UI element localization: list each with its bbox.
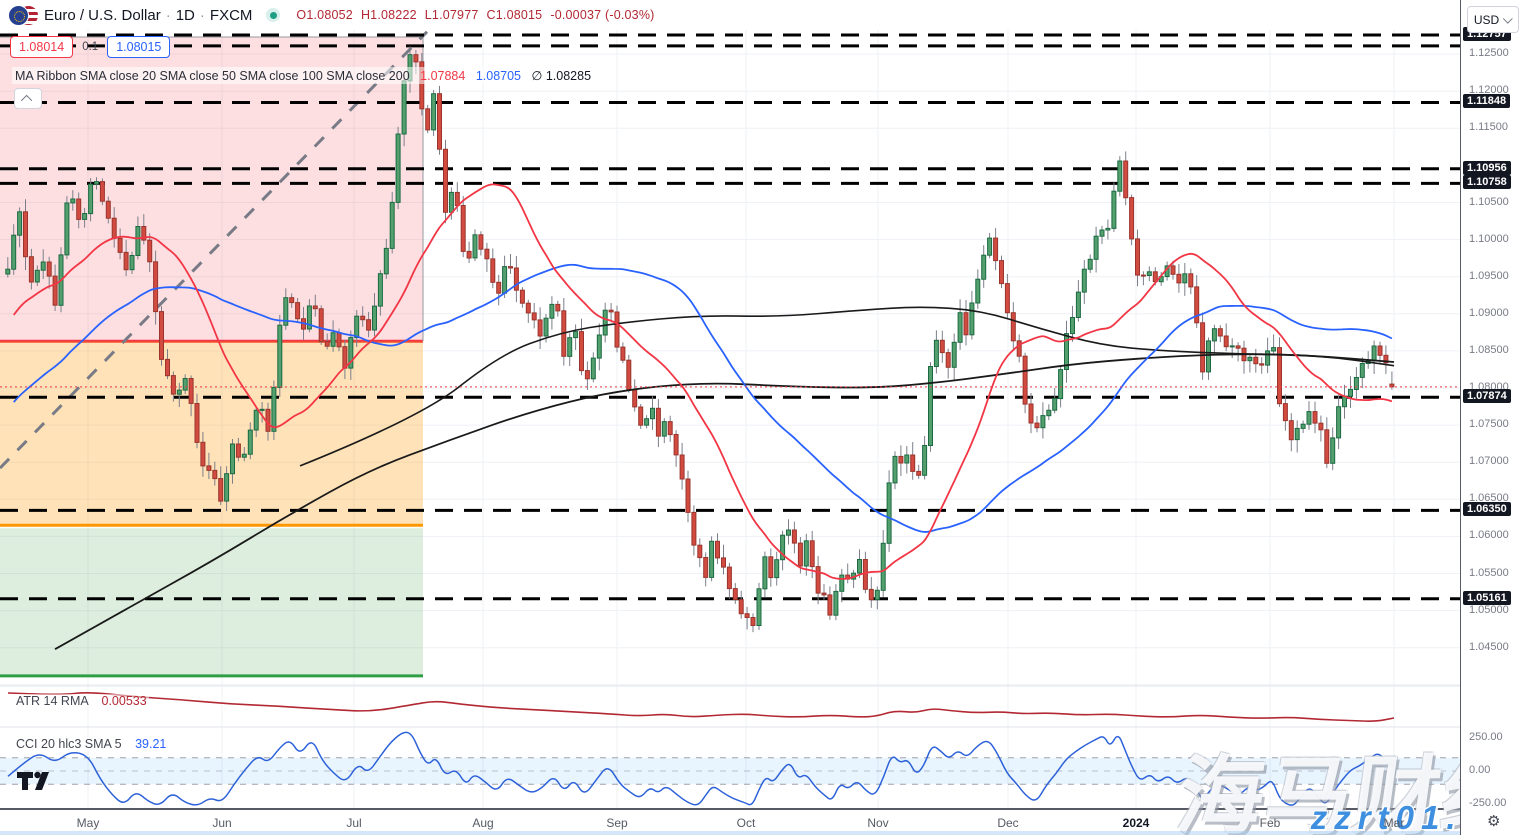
supply-zone xyxy=(0,37,423,342)
watermark-strip xyxy=(0,831,1525,835)
change-value: -0.00037 (-0.03%) xyxy=(550,8,655,22)
ma-ribbon-label: MA Ribbon SMA close 20 SMA close 50 SMA … xyxy=(15,69,410,83)
cci-tick: -250.00 xyxy=(1469,797,1507,809)
sma200-line xyxy=(54,353,1395,650)
price-chart-canvas[interactable] xyxy=(0,0,1460,835)
chevron-up-icon xyxy=(20,94,33,106)
sma20-line xyxy=(12,183,1393,580)
price-tick: 1.09500 xyxy=(1469,269,1509,282)
time-axis-label-Sep[interactable]: Sep xyxy=(606,816,628,830)
time-axis-label-Feb[interactable]: Feb xyxy=(1259,816,1281,830)
spread-value: 0.1 xyxy=(82,41,99,53)
sma50-value: 1.08705 xyxy=(475,69,521,83)
eurusd-pair-icon xyxy=(8,4,39,26)
cci-label: CCI 20 hlc3 SMA 5 xyxy=(16,737,122,751)
price-level-label: 1.05161 xyxy=(1463,590,1511,605)
atr-label: ATR 14 RMA xyxy=(16,694,89,708)
price-tick: 1.12000 xyxy=(1469,84,1509,97)
currency-dropdown[interactable]: USD xyxy=(1467,6,1519,33)
ohlc-readout: O1.08052 H1.08222 L1.07977 C1.08015 -0.00037… xyxy=(296,8,655,22)
symbol-name: Euro / U.S. Dollar xyxy=(44,6,161,24)
time-axis-label-Nov[interactable]: Nov xyxy=(867,816,889,830)
price-tick: 1.05500 xyxy=(1469,566,1509,579)
price-level-label: 1.10956 xyxy=(1463,160,1511,175)
tradingview-logo[interactable] xyxy=(16,770,50,792)
sma-average-value: ∅ 1.08285 xyxy=(531,69,592,83)
collapse-legend-button[interactable] xyxy=(14,88,42,109)
mid-zone xyxy=(0,341,423,526)
ma-ribbon-legend[interactable]: MA Ribbon SMA close 20 SMA close 50 SMA … xyxy=(12,67,595,84)
atr-line xyxy=(7,692,1395,722)
time-axis-label-Jul[interactable]: Jul xyxy=(346,816,362,830)
quote-row: 1.08014 0.1 1.08015 xyxy=(10,36,171,58)
time-axis-label-Aug[interactable]: Aug xyxy=(472,816,494,830)
price-tick: 1.05000 xyxy=(1469,603,1509,616)
price-level-label: 1.11848 xyxy=(1463,94,1511,109)
eu-flag-icon xyxy=(8,5,29,26)
sell-price-button[interactable]: 1.08014 xyxy=(10,36,74,58)
buy-price-button[interactable]: 1.08015 xyxy=(107,36,171,58)
symbol-title[interactable]: Euro / U.S. Dollar · 1D · FXCM xyxy=(44,7,252,24)
cci-tick: 250.00 xyxy=(1469,731,1503,743)
demand-zone xyxy=(0,528,423,676)
trendline xyxy=(0,30,429,470)
cci-line xyxy=(7,731,1395,806)
time-axis-label-Jun[interactable]: Jun xyxy=(212,816,232,830)
price-tick: 1.09000 xyxy=(1469,306,1509,319)
atr-value: 0.00533 xyxy=(101,694,147,708)
cci-legend[interactable]: CCI 20 hlc3 SMA 5 39.21 xyxy=(14,737,169,751)
price-tick: 1.12500 xyxy=(1469,47,1509,60)
sma100-line xyxy=(299,306,1395,467)
time-axis-label-2024[interactable]: 2024 xyxy=(1122,816,1150,830)
sma20-value: 1.07884 xyxy=(420,69,466,83)
timeframe-label: 1D xyxy=(175,6,195,24)
separator-dot: · xyxy=(165,6,171,24)
price-tick: 1.06000 xyxy=(1469,529,1509,542)
price-tick: 1.10500 xyxy=(1469,195,1509,208)
time-axis-label-Mar[interactable]: Mar xyxy=(1383,816,1405,830)
price-tick: 1.08500 xyxy=(1469,343,1509,356)
price-level-label: 1.07874 xyxy=(1463,389,1511,404)
price-tick: 1.06500 xyxy=(1469,492,1509,505)
market-status-icon xyxy=(266,8,281,22)
price-level-label: 1.06350 xyxy=(1463,502,1511,517)
symbol-header: Euro / U.S. Dollar · 1D · FXCM O1.08052 H1.08… xyxy=(0,0,1458,30)
price-tick: 1.11500 xyxy=(1469,121,1508,134)
price-tick: 1.10000 xyxy=(1469,232,1509,245)
cci-value: 39.21 xyxy=(135,737,167,751)
separator-dot: · xyxy=(199,6,205,24)
price-tick: 1.07000 xyxy=(1469,455,1509,468)
atr-legend[interactable]: ATR 14 RMA 0.00533 xyxy=(14,694,149,708)
price-axis[interactable]: USD 1.12500 1.12000 1.11500 1.10500 1.10000 1… xyxy=(1460,0,1525,835)
gear-icon[interactable]: ⚙ xyxy=(1487,813,1501,830)
chevron-down-icon xyxy=(1503,13,1513,24)
time-axis-label-Oct[interactable]: Oct xyxy=(736,816,756,830)
exchange-label: FXCM xyxy=(209,6,253,24)
price-level-label: 1.10758 xyxy=(1463,175,1511,190)
cci-tick: 0.00 xyxy=(1469,764,1491,776)
candlestick-series xyxy=(5,46,1395,633)
currency-label: USD xyxy=(1473,12,1500,27)
sma50-line xyxy=(13,263,1393,533)
price-tick: 1.04500 xyxy=(1469,640,1509,653)
time-axis-label-Dec[interactable]: Dec xyxy=(997,816,1019,830)
time-axis-label-May[interactable]: May xyxy=(76,816,100,830)
price-tick: 1.07500 xyxy=(1469,418,1509,431)
